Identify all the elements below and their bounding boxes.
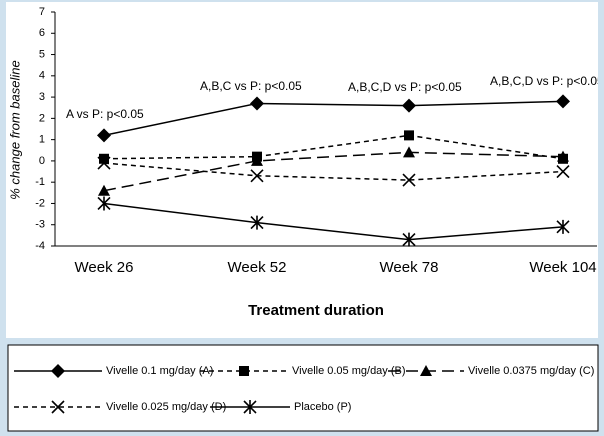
x-tick-label: Week 78: [380, 259, 439, 276]
annotation: A,B,C vs P: p<0.05: [200, 79, 302, 93]
series-line: [103, 134, 564, 160]
marker: [251, 154, 263, 166]
marker: [243, 400, 257, 414]
marker: [402, 232, 416, 247]
legend-label: Vivelle 0.1 mg/day (A): [106, 365, 213, 377]
series-line: [103, 151, 564, 192]
marker: [97, 128, 111, 143]
marker: [402, 173, 416, 187]
marker-shape: [97, 156, 111, 170]
marker: [557, 150, 569, 162]
y-tick-label: 5: [39, 48, 45, 60]
y-tick-label: -2: [35, 197, 45, 209]
marker: [403, 146, 415, 158]
marker: [556, 164, 570, 179]
marker: [402, 98, 416, 113]
series-line: [103, 100, 564, 137]
legend-label: Vivelle 0.025 mg/day (D): [106, 401, 226, 413]
marker: [250, 96, 264, 111]
marker-shape: [556, 94, 570, 109]
plot: A vs P: p<0.05 A,B,C vs P: p<0.05 A,B,C,D …: [66, 74, 604, 247]
marker-shape: [250, 96, 264, 111]
marker-shape: [97, 196, 111, 211]
marker: [250, 215, 264, 230]
x-tick-label: Week 52: [228, 259, 287, 276]
chart-panel: [6, 2, 598, 338]
y-tick-label: -3: [35, 219, 45, 231]
annotation: A vs P: p<0.05: [66, 107, 144, 121]
marker-shape: [99, 153, 109, 164]
marker: [239, 366, 249, 376]
marker: [97, 196, 111, 211]
marker-shape: [402, 232, 416, 247]
marker-shape: [404, 130, 414, 141]
marker-shape: [557, 150, 569, 162]
series-line: [103, 162, 564, 181]
x-axis-title: Treatment duration: [248, 302, 384, 319]
marker-shape: [420, 365, 432, 376]
y-axis-title: % change from baseline: [7, 60, 22, 199]
legend-label: Placebo (P): [294, 401, 351, 413]
y-tick-label: 4: [39, 70, 45, 82]
y-tick-label: 0: [39, 155, 45, 167]
annotation: A,B,C,D vs P: p<0.05: [348, 80, 462, 94]
marker: [250, 169, 264, 183]
marker: [556, 94, 570, 109]
marker: [51, 364, 65, 378]
marker-shape: [239, 366, 249, 376]
marker-shape: [51, 400, 65, 414]
marker-shape: [556, 164, 570, 179]
marker: [51, 400, 65, 414]
annotation: A,B,C,D vs P: p<0.05: [490, 74, 604, 88]
legend-label: Vivelle 0.0375 mg/day (C): [468, 365, 594, 377]
series-line: [103, 202, 564, 241]
x-tick-label: Week 26: [75, 259, 134, 276]
marker-shape: [97, 128, 111, 143]
marker-shape: [243, 400, 257, 414]
legend-box: [7, 344, 599, 432]
y-tick-label: 6: [39, 27, 45, 39]
marker: [97, 156, 111, 170]
marker-shape: [251, 154, 263, 166]
x-tick-label: Week 104: [529, 259, 596, 276]
marker-shape: [403, 146, 415, 158]
marker-shape: [51, 364, 65, 378]
y-tick-label: -1: [35, 176, 45, 188]
marker-shape: [98, 184, 110, 196]
y-tick-label: 3: [39, 91, 45, 103]
marker-shape: [556, 219, 570, 234]
marker-shape: [402, 98, 416, 113]
marker-shape: [250, 169, 264, 183]
marker: [420, 365, 432, 376]
y-tick-label: 7: [39, 6, 45, 18]
marker: [404, 130, 414, 141]
y-tick-label: 1: [39, 134, 45, 146]
marker: [556, 219, 570, 234]
legend-label: Vivelle 0.05 mg/day (B): [292, 365, 406, 377]
marker: [99, 153, 109, 164]
marker-shape: [402, 173, 416, 187]
y-tick-label: 2: [39, 112, 45, 124]
marker: [98, 184, 110, 196]
y-tick-label: -4: [35, 240, 45, 252]
marker-shape: [250, 215, 264, 230]
